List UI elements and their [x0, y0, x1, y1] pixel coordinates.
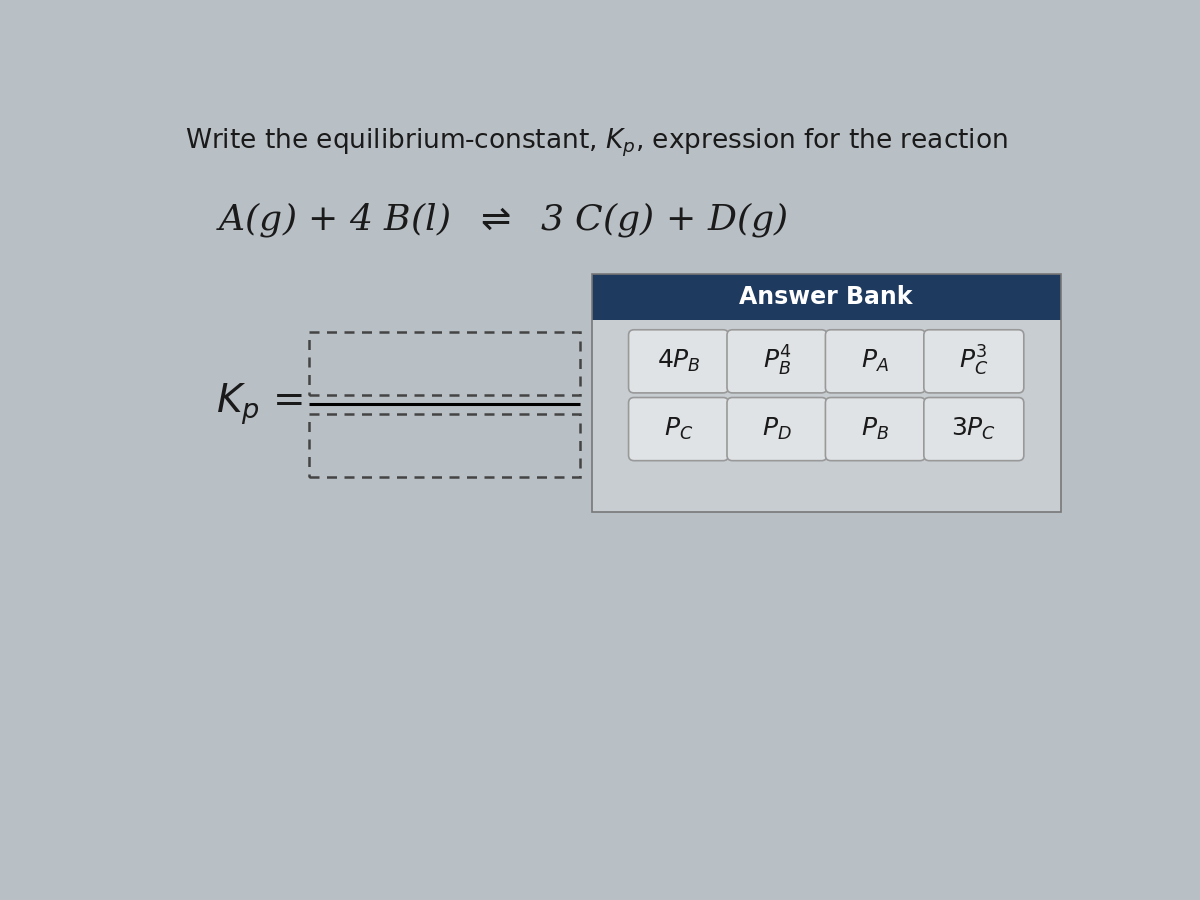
Bar: [592, 274, 1061, 319]
FancyBboxPatch shape: [629, 398, 728, 461]
Text: $P_B^4$: $P_B^4$: [762, 344, 792, 378]
Text: $P_C^3$: $P_C^3$: [959, 344, 989, 378]
FancyBboxPatch shape: [727, 398, 827, 461]
Bar: [592, 274, 1061, 512]
Text: A(g) + 4 B(l)  $\rightleftharpoons$  3 C(g) + D(g): A(g) + 4 B(l) $\rightleftharpoons$ 3 C(g…: [216, 200, 787, 239]
FancyBboxPatch shape: [826, 398, 925, 461]
Text: $P_B$: $P_B$: [862, 416, 889, 442]
FancyBboxPatch shape: [924, 398, 1024, 461]
FancyBboxPatch shape: [629, 329, 728, 393]
Text: Write the equilibrium-constant, $K_p$, expression for the reaction: Write the equilibrium-constant, $K_p$, e…: [185, 127, 1008, 158]
Text: $P_A$: $P_A$: [862, 348, 889, 374]
Bar: [592, 320, 1061, 512]
Text: $P_D$: $P_D$: [762, 416, 792, 442]
Bar: [308, 332, 580, 395]
Text: $K_p$ =: $K_p$ =: [216, 382, 302, 427]
Text: $3P_C$: $3P_C$: [952, 416, 996, 442]
FancyBboxPatch shape: [727, 329, 827, 393]
Text: $P_C$: $P_C$: [664, 416, 694, 442]
Bar: [308, 414, 580, 477]
FancyBboxPatch shape: [826, 329, 925, 393]
Text: Answer Bank: Answer Bank: [739, 284, 913, 309]
FancyBboxPatch shape: [924, 329, 1024, 393]
Text: $4P_B$: $4P_B$: [656, 348, 701, 374]
